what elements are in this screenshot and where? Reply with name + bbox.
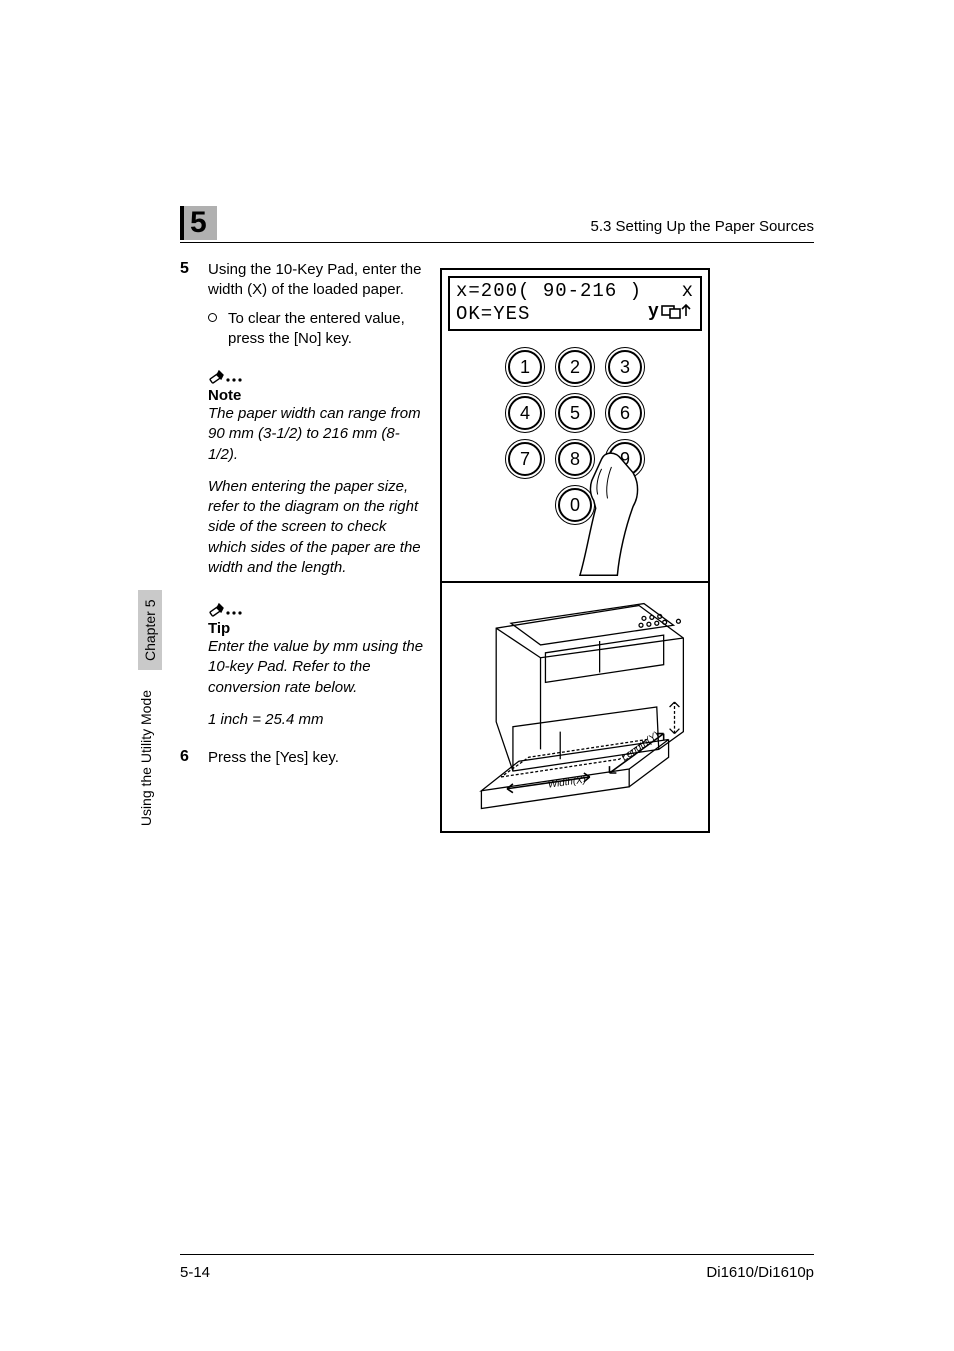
key-0: 0	[558, 488, 592, 522]
printer-diagram: Width(X) Length(Y)	[442, 581, 708, 831]
manual-page: 5 5.3 Setting Up the Paper Sources Chapt…	[0, 0, 954, 1351]
key-2: 2	[558, 350, 592, 384]
pencil-dots-icon	[208, 363, 242, 385]
pencil-dots-icon	[208, 596, 242, 618]
key-4: 4	[508, 396, 542, 430]
svg-text:y: y	[648, 302, 660, 320]
side-tab-title: Using the Utility Mode	[138, 690, 162, 826]
bullet-icon	[208, 309, 228, 350]
note-label: Note	[208, 387, 428, 404]
key-8: 8	[558, 442, 592, 476]
length-label: Length(Y)	[620, 730, 662, 764]
lcd-line1-left: x=200( 90-216 )	[456, 280, 642, 302]
tip-label: Tip	[208, 620, 428, 637]
lcd-line2-left: OK=YES	[456, 303, 530, 325]
step-number: 6	[180, 748, 208, 768]
tip-block: Tip Enter the value by mm using the 10-k…	[208, 596, 428, 730]
key-6: 6	[608, 396, 642, 430]
side-tab-chapter: Chapter 5	[138, 590, 162, 670]
lcd-display: x=200( 90-216 ) x OK=YES y	[448, 276, 702, 331]
step-number: 5	[180, 260, 208, 301]
sub-text: To clear the entered value, press the [N…	[228, 309, 428, 350]
note-heading	[208, 363, 428, 385]
step-text: Using the 10-Key Pad, enter the width (X…	[208, 260, 428, 301]
header-section-title: 5.3 Setting Up the Paper Sources	[591, 218, 814, 235]
note-block: Note The paper width can range from 90 m…	[208, 363, 428, 578]
keypad-diagram: 1 2 3 4 5 6 7 8 9 0	[442, 341, 708, 581]
key-7: 7	[508, 442, 542, 476]
lcd-line-1: x=200( 90-216 ) x	[456, 280, 694, 302]
figure: x=200( 90-216 ) x OK=YES y 1 2	[440, 268, 710, 833]
tip-body-2: 1 inch = 25.4 mm	[208, 710, 428, 730]
note-body-1: The paper width can range from 90 mm (3-…	[208, 404, 428, 465]
keypad: 1 2 3 4 5 6 7 8 9 0	[503, 345, 647, 527]
step-text: Press the [Yes] key.	[208, 748, 428, 768]
lcd-line2-right-icon: y	[648, 302, 694, 326]
header-rule	[180, 242, 814, 243]
side-tab: Chapter 5 Using the Utility Mode	[138, 590, 162, 870]
footer-page-number: 5-14	[180, 1264, 210, 1281]
key-9: 9	[608, 442, 642, 476]
chapter-badge: 5	[180, 206, 217, 240]
note-body-2: When entering the paper size, refer to t…	[208, 477, 428, 578]
key-5: 5	[558, 396, 592, 430]
tip-body-1: Enter the value by mm using the 10-key P…	[208, 637, 428, 698]
key-3: 3	[608, 350, 642, 384]
footer-model: Di1610/Di1610p	[706, 1264, 814, 1281]
footer-rule	[180, 1254, 814, 1255]
tip-heading	[208, 596, 428, 618]
lcd-line1-right: x	[682, 280, 694, 302]
key-1: 1	[508, 350, 542, 384]
lcd-line-2: OK=YES y	[456, 302, 694, 326]
width-label: Width(X)	[547, 775, 586, 791]
